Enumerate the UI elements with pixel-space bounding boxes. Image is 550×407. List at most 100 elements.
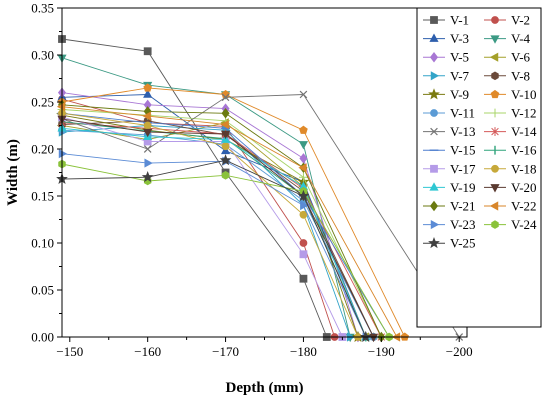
- legend-label: V-11: [450, 106, 475, 121]
- legend-item: V-12: [484, 106, 537, 121]
- legend-marker: [491, 16, 499, 24]
- series-line: [61, 122, 382, 338]
- data-point: [300, 200, 309, 210]
- series-line: [61, 94, 367, 338]
- y-axis-title: Width (m): [5, 139, 21, 206]
- series-v-7: [58, 120, 356, 342]
- legend-label: V-14: [511, 124, 537, 139]
- legend-label: V-7: [450, 68, 470, 83]
- data-point: [299, 90, 308, 99]
- legend-item: V-15: [423, 143, 476, 158]
- legend-item: V-5: [423, 50, 469, 65]
- series-v-20: [57, 115, 379, 343]
- legend-item: V-23: [423, 217, 476, 232]
- y-tick-label: 0.00: [31, 330, 54, 345]
- legend-label: V-6: [511, 50, 531, 65]
- legend-label: V-23: [450, 217, 476, 232]
- legend-label: V-3: [450, 31, 469, 46]
- legend-label: V-12: [511, 106, 537, 121]
- data-point: [368, 333, 379, 343]
- legend-marker: [430, 16, 438, 24]
- legend-item: V-2: [484, 13, 530, 28]
- x-tick-label: −160: [134, 344, 161, 359]
- data-point: [298, 141, 309, 150]
- data-point: [143, 89, 153, 98]
- series-line: [61, 159, 367, 338]
- data-point: [299, 239, 308, 247]
- legend-marker: [491, 127, 499, 137]
- y-tick-label: 0.20: [31, 142, 54, 157]
- legend-label: V-24: [511, 217, 537, 232]
- x-tick-label: −200: [446, 344, 473, 359]
- legend-item: V-16: [484, 143, 537, 158]
- legend-label: V-2: [511, 13, 530, 28]
- legend-label: V-8: [511, 68, 530, 83]
- legend-marker: [430, 71, 440, 81]
- data-point: [221, 171, 230, 180]
- legend-label: V-1: [450, 13, 469, 28]
- data-point: [299, 125, 308, 134]
- data-point: [299, 172, 308, 182]
- legend-marker: [490, 35, 500, 44]
- series-line: [61, 87, 406, 338]
- legend-marker: [430, 164, 438, 173]
- data-point: [220, 119, 229, 130]
- legend-marker: [489, 52, 499, 62]
- legend-marker: [430, 109, 438, 117]
- legend-label: V-18: [511, 161, 537, 176]
- legend: V-1 V-2 V-3 V-4 V-5 V-6 V-7 V-8 V-9 V-10 V-11 V-12 V…: [416, 7, 542, 328]
- series-line: [61, 153, 367, 338]
- legend-item: V-3: [423, 31, 469, 46]
- data-point: [221, 93, 230, 102]
- legend-item: V-4: [484, 31, 531, 46]
- data-point: [142, 111, 151, 121]
- legend-item: V-9: [423, 87, 469, 102]
- legend-item: V-21: [423, 199, 476, 214]
- legend-marker: [428, 88, 440, 100]
- legend-marker: [430, 127, 438, 136]
- data-point: [219, 154, 232, 166]
- legend-marker: [430, 220, 440, 230]
- data-point: [56, 102, 66, 112]
- legend-item: V-17: [423, 161, 476, 176]
- x-axis-title: Depth (mm): [226, 380, 304, 396]
- data-point: [299, 250, 308, 259]
- x-tick-label: −150: [56, 344, 83, 359]
- legend-label: V-19: [450, 180, 476, 195]
- legend-item: V-14: [484, 124, 537, 139]
- data-point: [299, 274, 308, 283]
- data-point: [144, 158, 153, 168]
- legend-marker: [429, 51, 439, 63]
- legend-item: V-8: [484, 68, 530, 83]
- series-layer: [56, 35, 464, 343]
- data-point: [298, 163, 307, 173]
- data-point: [220, 130, 231, 140]
- y-tick-label: 0.15: [31, 189, 54, 204]
- legend-marker: [491, 71, 499, 81]
- legend-marker: [429, 200, 439, 212]
- legend-item: V-19: [423, 180, 476, 195]
- series-line: [61, 116, 343, 338]
- series-v-18: [58, 109, 362, 341]
- legend-label: V-21: [450, 199, 476, 214]
- data-point: [143, 128, 153, 138]
- legend-label: V-20: [511, 180, 537, 195]
- x-tick-label: −190: [368, 344, 395, 359]
- legend-item: V-10: [484, 87, 537, 102]
- legend-marker: [429, 33, 439, 42]
- legend-item: V-13: [423, 124, 476, 139]
- legend-label: V-22: [511, 199, 537, 214]
- legend-item: V-20: [484, 180, 537, 195]
- legend-item: V-24: [484, 217, 537, 232]
- data-point: [221, 142, 230, 151]
- legend-label: V-10: [511, 87, 537, 102]
- series-v-21: [57, 99, 386, 343]
- legend-label: V-4: [511, 31, 531, 46]
- series-v-13: [58, 90, 464, 341]
- data-point: [221, 108, 230, 119]
- data-point: [143, 83, 152, 92]
- legend-item: V-6: [484, 50, 531, 65]
- data-point: [58, 149, 68, 159]
- legend-item: V-25: [423, 236, 476, 251]
